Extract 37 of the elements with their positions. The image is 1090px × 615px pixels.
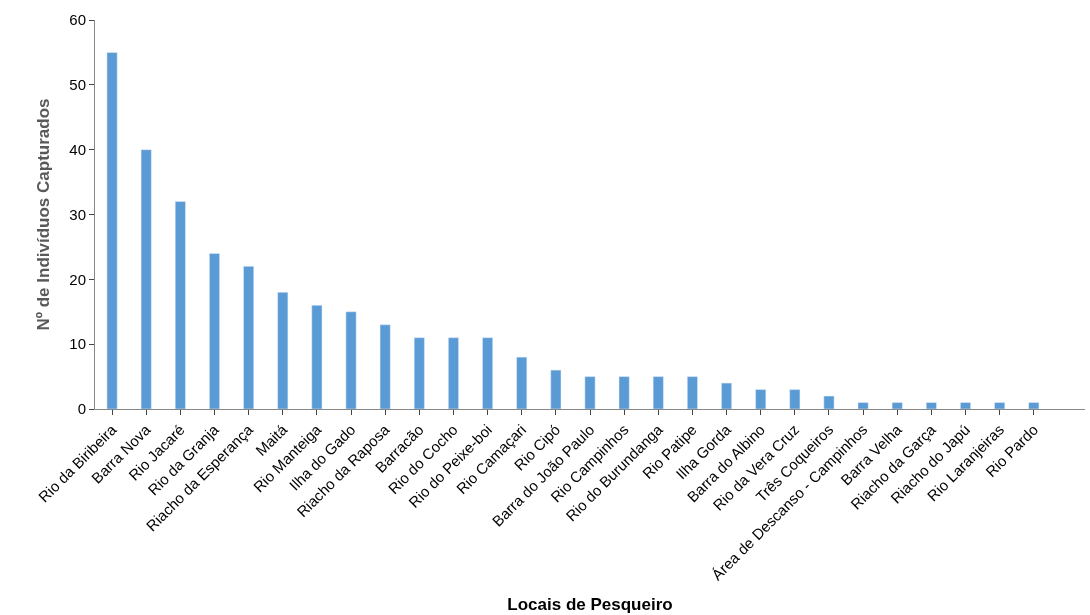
bar [448, 337, 459, 409]
bar [379, 324, 391, 409]
bar [823, 395, 835, 409]
x-axis-title: Locais de Pesqueiro [507, 594, 673, 614]
bar [482, 337, 493, 409]
y-tick-label: 50 [69, 76, 86, 94]
bar [618, 376, 630, 409]
y-tick-label: 0 [77, 400, 86, 418]
bar [413, 337, 425, 409]
bar [789, 389, 801, 409]
bar [311, 305, 323, 409]
y-tick-label: 40 [69, 140, 86, 158]
y-tick-label: 60 [69, 11, 86, 29]
bar [755, 389, 767, 409]
bar [584, 376, 596, 409]
bar [926, 402, 937, 409]
y-tick-label: 20 [69, 270, 86, 288]
y-tick-label: 10 [69, 335, 86, 353]
bar [960, 402, 971, 409]
bar [1028, 402, 1040, 409]
y-tick-label: 30 [69, 205, 86, 223]
bar [857, 402, 869, 409]
bar [994, 402, 1006, 409]
bar [106, 52, 118, 409]
bar [652, 376, 664, 409]
bar [891, 402, 903, 409]
bar [209, 253, 220, 409]
bar [550, 369, 562, 409]
bar [243, 266, 254, 409]
bar [140, 149, 152, 409]
bar [687, 376, 698, 409]
bar [277, 292, 289, 409]
bar [721, 382, 732, 409]
y-axis-title: Nº de Indivíduos Capturados [33, 98, 53, 331]
bar [345, 311, 357, 409]
bar [174, 201, 186, 409]
bar [516, 356, 528, 409]
